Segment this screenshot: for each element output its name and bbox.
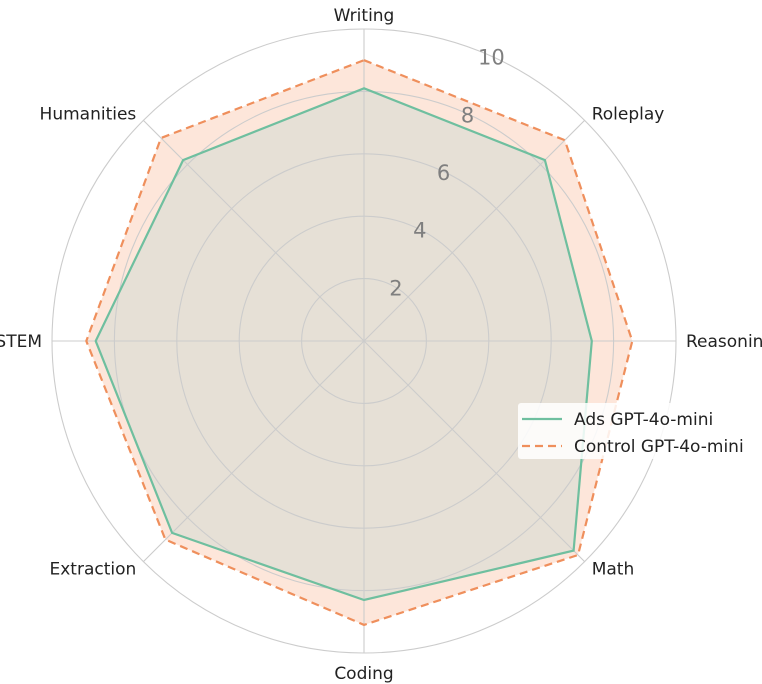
category-axis-labels: Writing Roleplay Reasoning Math Coding Extrac…: [0, 6, 762, 684]
axis-label-humanities: Humanities: [40, 104, 137, 124]
axis-label-writing: Writing: [334, 6, 395, 26]
grid-spoke-5: [143, 340, 365, 562]
axis-label-stem: STEM: [0, 332, 42, 352]
legend-box: [518, 403, 760, 459]
legend: Ads GPT-4o-mini Control GPT-4o-mini: [518, 403, 760, 459]
series-line-1: [85, 59, 634, 627]
axis-label-coding: Coding: [334, 664, 393, 684]
radial-tick-label: 6: [437, 161, 450, 185]
radial-tick-label: 10: [478, 46, 505, 70]
series-fill-0: [95, 88, 592, 601]
radial-tick-labels: 2 4 6 8 10: [389, 46, 505, 301]
axis-label-reasoning: Reasoning: [686, 332, 762, 352]
grid-spoke-3: [363, 340, 585, 562]
series-line-0: [94, 87, 593, 602]
grid-spoke-7: [143, 120, 365, 342]
grid-spoke-1: [363, 120, 585, 342]
radial-tick-label: 2: [389, 276, 402, 300]
axis-label-math: Math: [592, 560, 635, 580]
grid: [51, 28, 677, 654]
radial-tick-label: 4: [413, 219, 426, 243]
legend-label-0: Ads GPT-4o-mini: [574, 410, 713, 430]
series-fills: [86, 60, 633, 625]
radial-tick-label: 8: [461, 103, 474, 127]
series-lines: [85, 59, 634, 627]
axis-label-extraction: Extraction: [50, 560, 137, 580]
axis-label-roleplay: Roleplay: [592, 104, 665, 124]
legend-label-1: Control GPT-4o-mini: [574, 437, 744, 457]
